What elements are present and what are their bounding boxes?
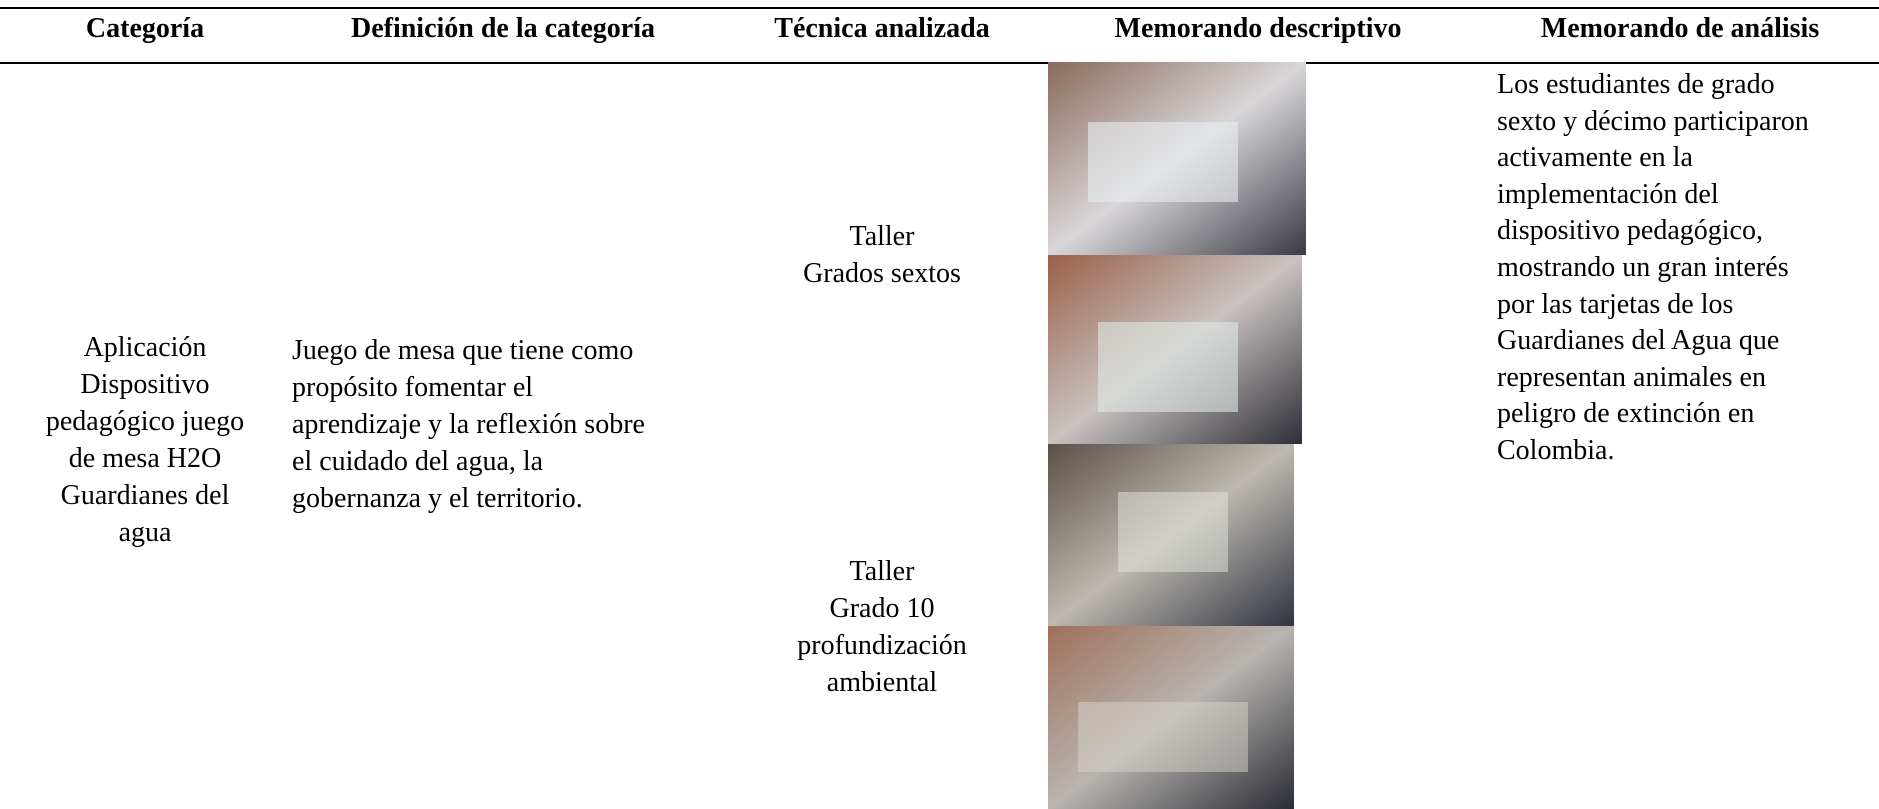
analysis-cell: Los estudiantes de grado sexto y décimo p… xyxy=(1497,67,1809,470)
technique: Taller Grado 10 profundización ambiental xyxy=(797,553,967,701)
text-line: Guardianes del Agua que xyxy=(1497,325,1780,357)
text-line: aprendizaje y la reflexión sobre xyxy=(292,409,645,440)
text-line: agua xyxy=(118,517,172,548)
photo-detail xyxy=(1118,492,1228,572)
photo-detail xyxy=(1088,122,1238,202)
photo-stack xyxy=(1048,62,1306,809)
text-line: por las tarjetas de los xyxy=(1497,288,1734,320)
text-line: ambiental xyxy=(826,667,938,698)
text-line: profundización xyxy=(797,630,967,661)
header: Técnica analizada xyxy=(774,13,990,44)
header-rule xyxy=(0,62,1879,64)
text-line: Colombia. xyxy=(1497,434,1615,466)
text-line: Grado 10 xyxy=(829,593,935,624)
text-line: el cuidado del agua, la xyxy=(292,446,544,477)
text-line: Juego de mesa que tiene como xyxy=(292,335,634,366)
text-line: representan animales en xyxy=(1497,361,1766,393)
text-line: Dispositivo xyxy=(80,369,210,400)
photo-detail xyxy=(1078,702,1248,772)
text-line: propósito fomentar el xyxy=(292,372,534,403)
top-rule xyxy=(0,7,1879,9)
text-line: mostrando un gran interés xyxy=(1497,251,1789,283)
text-line: activamente en la xyxy=(1497,142,1693,174)
text-line: dispositivo pedagógico, xyxy=(1497,215,1763,247)
header: Definición de la categoría xyxy=(350,13,656,44)
text-line: sexto y décimo participaron xyxy=(1497,105,1809,137)
text-line: gobernanza y el territorio. xyxy=(292,483,583,514)
header: Memorando de análisis xyxy=(1540,13,1820,44)
text-line: Guardianes del xyxy=(60,480,230,511)
header: Categoría xyxy=(85,13,205,44)
text-line: Taller xyxy=(849,556,915,587)
header: Memorando descriptivo xyxy=(1114,13,1402,44)
text-line: Los estudiantes de grado xyxy=(1497,69,1775,100)
text-line: de mesa H2O xyxy=(68,443,222,474)
category-cell: Aplicación Dispositivo pedagógico juego de … xyxy=(46,329,244,551)
text-line: Taller xyxy=(849,221,915,252)
text-line: peligro de extinción en xyxy=(1497,398,1755,430)
text-line: implementación del xyxy=(1497,178,1719,210)
text-line: Grados sextos xyxy=(803,258,961,289)
text-line: pedagógico juego xyxy=(45,406,245,437)
photo-detail xyxy=(1098,322,1238,412)
technique: Taller Grados sextos xyxy=(803,218,961,292)
text-line: Aplicación xyxy=(83,332,207,363)
definition-cell: Juego de mesa que tiene como propósito fo… xyxy=(292,332,645,517)
